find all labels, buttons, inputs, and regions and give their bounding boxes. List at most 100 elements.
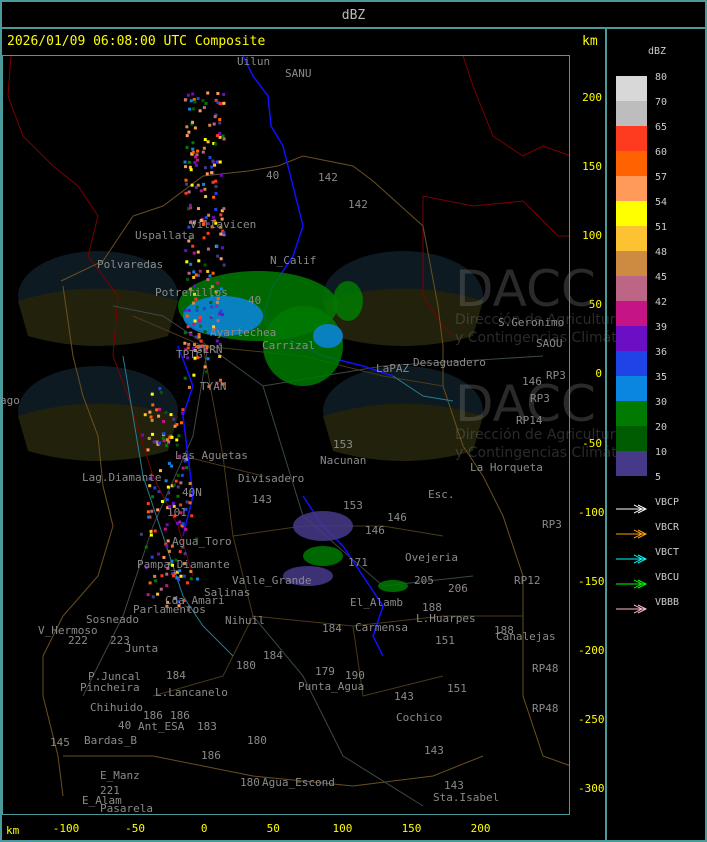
echo-pixel (163, 527, 167, 531)
legend-label: 39 (655, 322, 668, 333)
echo-pixel (185, 581, 189, 585)
place-label: L.Lancanelo (155, 686, 228, 699)
radar-label: VBCR (655, 522, 680, 533)
title-bar: dBZ (0, 0, 707, 29)
echo-pixel (222, 92, 226, 96)
place-label: Valle_Grande (232, 574, 312, 587)
echo-pixel (201, 99, 205, 103)
legend-label: 57 (655, 172, 668, 183)
echo-pixel (175, 423, 179, 427)
echo-pixel (187, 130, 191, 134)
legend-label: 60 (655, 147, 668, 158)
watermark-line2: y Contingencias Climáticas (455, 445, 645, 461)
echo-pixel (185, 182, 189, 186)
place-label: Divisadero (238, 472, 305, 485)
legend-panel (605, 27, 707, 842)
radar-label: VBCT (655, 547, 680, 558)
echo-pixel (190, 122, 194, 126)
place-label: E_Manz (100, 769, 140, 782)
echo-pixel (199, 189, 203, 193)
watermark-line2: y Contingencias Climáticas (455, 330, 645, 346)
echo-pixel (179, 574, 183, 578)
echo-pixel (188, 203, 192, 207)
echo-pixel (201, 222, 205, 226)
echo-pixel (185, 500, 189, 504)
echo-pixel (188, 287, 192, 291)
place-label: Ayartechea (210, 326, 277, 339)
place-label: LaPAZ (376, 362, 410, 375)
echo-pixel (183, 160, 187, 164)
echo-pixel (209, 300, 213, 304)
echo-pixel (215, 160, 219, 164)
place-label: RP48 (532, 662, 559, 675)
echo-pixel (191, 107, 195, 111)
echo-pixel (194, 335, 198, 339)
place-label: Carrizal (262, 339, 315, 352)
echo-pixel (216, 134, 220, 138)
watermark-line1: Dirección de Agricultura (455, 427, 625, 443)
echo-area (333, 281, 363, 321)
place-label: Punta_Agua (298, 680, 365, 693)
legend-swatch (616, 176, 647, 201)
echo-pixel (168, 504, 172, 508)
echo-pixel (219, 225, 223, 229)
echo-pixel (218, 121, 222, 125)
echo-pixel (198, 269, 202, 273)
echo-pixel (196, 356, 200, 360)
echo-pixel (179, 503, 183, 507)
echo-pixel (166, 600, 170, 604)
echo-pixel (195, 537, 199, 541)
place-label: 206 (448, 582, 468, 595)
title: dBZ (341, 8, 366, 23)
echo-pixel (197, 335, 201, 339)
echo-pixel (206, 278, 210, 282)
echo-pixel (208, 274, 212, 278)
echo-pixel (189, 577, 193, 581)
echo-pixel (199, 218, 203, 222)
echo-pixel (213, 163, 217, 167)
watermark-logo-shape (323, 403, 483, 461)
echo-pixel (204, 195, 208, 199)
legend-label: 42 (655, 297, 668, 308)
echo-pixel (157, 490, 161, 494)
echo-pixel (214, 185, 218, 189)
echo-pixel (184, 191, 188, 195)
watermark-logo-shape (323, 288, 483, 346)
radar-arrow-icon (616, 549, 656, 564)
legend-swatch (616, 151, 647, 176)
echo-pixel (162, 439, 166, 443)
echo-pixel (156, 592, 160, 596)
legend-swatch (616, 351, 647, 376)
echo-pixel (155, 440, 159, 444)
country-border-ne (422, 56, 569, 337)
echo-pixel (182, 599, 186, 603)
echo-pixel (197, 207, 201, 211)
echo-pixel (193, 126, 197, 130)
echo-pixel (187, 239, 191, 243)
place-label: El_Alamb (350, 596, 403, 609)
echo-pixel (218, 118, 222, 122)
echo-pixel (158, 469, 162, 473)
place-label: Villavicen (190, 218, 257, 231)
echo-pixel (196, 577, 200, 581)
echo-pixel (192, 322, 196, 326)
echo-pixel (172, 417, 176, 421)
y-tick-label: -300 (578, 782, 605, 795)
echo-pixel (144, 545, 148, 549)
echo-pixel (178, 520, 182, 524)
echo-pixel (191, 147, 195, 151)
echo-pixel (192, 373, 196, 377)
echo-pixel (191, 150, 195, 154)
echo-pixel (221, 229, 225, 233)
province-border-s (42, 285, 484, 797)
y-tick-label: -150 (578, 574, 605, 588)
echo-pixel (216, 100, 220, 104)
echo-pixel (176, 578, 180, 582)
echo-pixel (218, 135, 222, 139)
place-label: 143 (252, 493, 272, 506)
legend-label: 5 (655, 472, 662, 483)
radar-map[interactable] (2, 55, 570, 815)
echo-pixel (194, 345, 198, 349)
echo-pixel (214, 191, 218, 195)
x-tick-label: 0 (200, 822, 208, 835)
